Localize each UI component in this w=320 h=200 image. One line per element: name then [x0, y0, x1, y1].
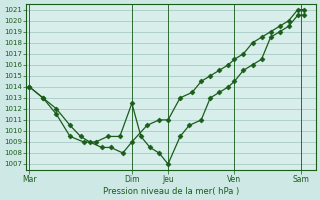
X-axis label: Pression niveau de la mer( hPa ): Pression niveau de la mer( hPa )	[103, 187, 239, 196]
